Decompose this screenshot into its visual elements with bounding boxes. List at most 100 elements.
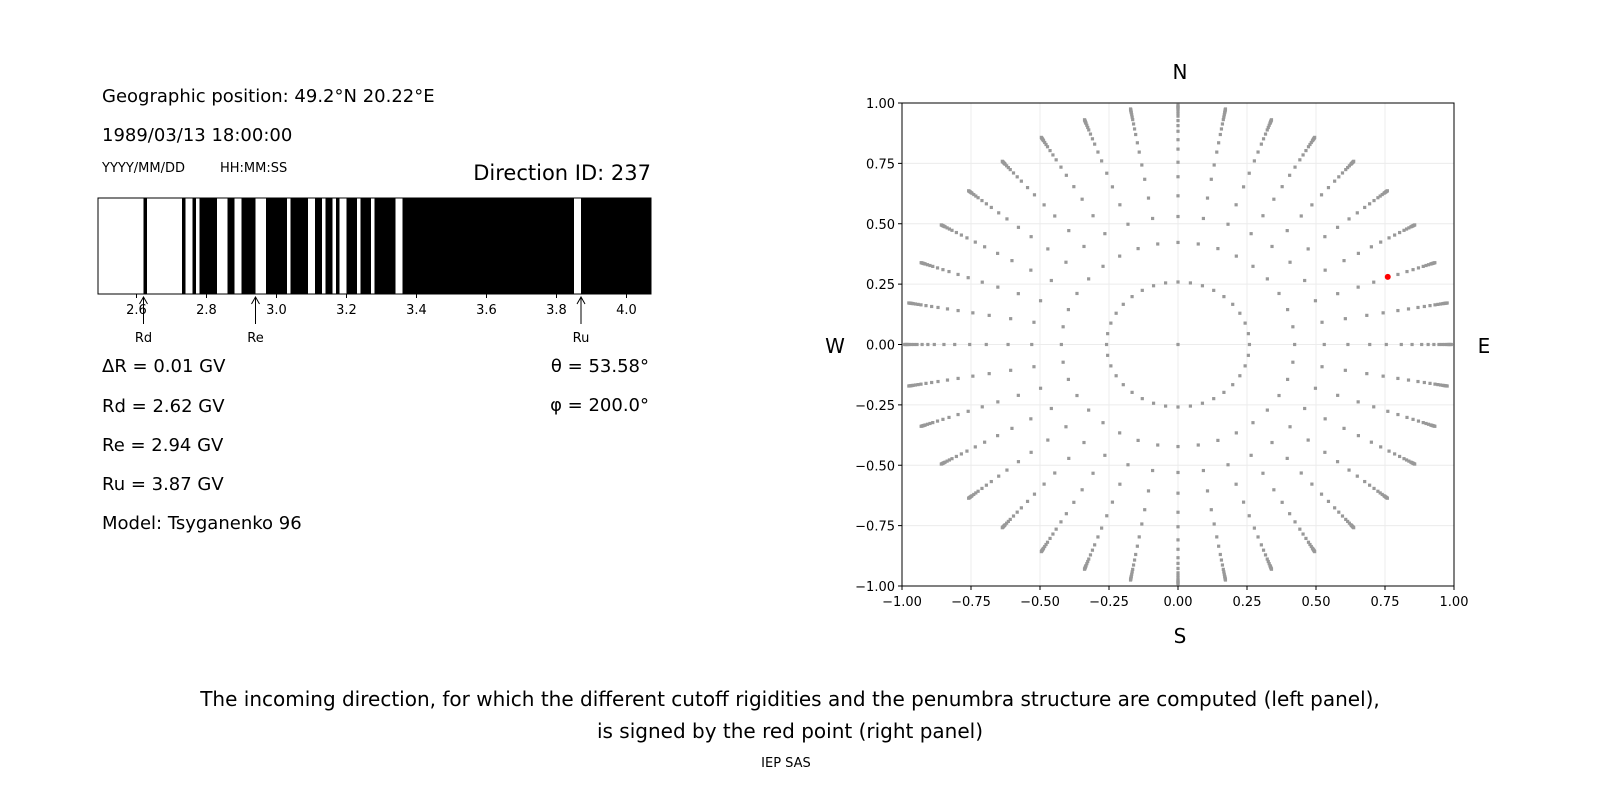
grid-point (1265, 128, 1269, 132)
grid-point (971, 374, 975, 378)
grid-point (1176, 175, 1180, 179)
grid-point (953, 342, 957, 347)
grid-point (1140, 522, 1144, 526)
grid-point (1369, 245, 1373, 249)
grid-point (1261, 137, 1266, 141)
grid-point (1407, 459, 1411, 463)
grid-point (1308, 542, 1312, 547)
grid-point (980, 198, 984, 203)
grid-point (1134, 552, 1138, 557)
grid-point (1134, 132, 1138, 137)
grid-point (935, 419, 940, 423)
grid-point (1051, 153, 1055, 157)
grid-point (1234, 431, 1238, 435)
grid-point (1436, 302, 1440, 306)
grid-point (1346, 342, 1350, 347)
grid-point (1061, 360, 1065, 364)
direction-west: W (825, 334, 845, 358)
grid-point (1422, 380, 1426, 385)
forbidden-stripe (276, 198, 287, 294)
grid-point (1247, 514, 1251, 518)
grid-point (1176, 566, 1180, 571)
grid-point (1298, 527, 1302, 531)
grid-point (1032, 320, 1036, 324)
grid-point (1019, 506, 1023, 510)
grid-point (1336, 292, 1340, 296)
grid-point (1053, 214, 1057, 218)
grid-point (1075, 291, 1079, 296)
grid-point (1309, 140, 1313, 145)
grid-point (1288, 512, 1292, 516)
geo-position: Geographic position: 49.2°N 20.22°E (102, 86, 435, 107)
grid-point (1009, 368, 1013, 372)
grid-point (947, 415, 951, 420)
grid-point (1082, 440, 1086, 445)
grid-point (1088, 553, 1093, 557)
model-name: Model: Tsyganenko 96 (102, 513, 302, 534)
y-tick-label: 0.00 (866, 339, 895, 354)
x-tick-label: 1.00 (1440, 595, 1469, 610)
grid-point (1006, 165, 1010, 170)
grid-point (1046, 438, 1050, 442)
grid-point (1426, 263, 1431, 267)
grid-point (909, 342, 914, 347)
grid-point (1381, 311, 1385, 315)
grid-point (984, 202, 988, 206)
grid-point (1212, 288, 1216, 292)
grid-point (1270, 244, 1274, 249)
grid-point (956, 308, 960, 313)
marker-label-ru: Ru (573, 331, 590, 346)
x-tick-label: 3.0 (266, 303, 287, 318)
grid-point (1118, 203, 1122, 207)
grid-point (1402, 228, 1406, 232)
grid-point (1372, 280, 1376, 284)
grid-point (1265, 408, 1269, 412)
grid-point (1380, 192, 1384, 197)
grid-point (1399, 342, 1403, 347)
grid-point (1135, 141, 1139, 145)
grid-point (1016, 460, 1021, 464)
grid-point (942, 342, 946, 347)
grid-point (1241, 185, 1246, 189)
grid-point (1118, 254, 1122, 258)
grid-point (1200, 401, 1205, 405)
grid-point (947, 458, 952, 462)
grid-point (1406, 307, 1411, 311)
grid-point (1176, 470, 1180, 475)
grid-point (1355, 211, 1359, 215)
penumbra-chart: 2.6 2.8 3.0 3.2 3.4 3.6 3.8 4.0 Rd Re Ru (97, 197, 652, 346)
grid-point (1085, 562, 1089, 566)
grid-point (1387, 449, 1391, 453)
grid-point (939, 223, 943, 227)
grid-point (1299, 471, 1303, 475)
grid-point (1411, 268, 1415, 272)
grid-point (926, 342, 930, 347)
grid-point (1243, 364, 1247, 368)
grid-point (1130, 113, 1134, 117)
grid-point (966, 409, 970, 413)
grid-point (1269, 118, 1274, 122)
grid-point (1347, 468, 1351, 472)
forbidden-stripe (266, 198, 277, 294)
grid-point (1016, 225, 1021, 229)
grid-point (1306, 247, 1310, 251)
grid-point (1176, 129, 1180, 133)
grid-point (1402, 457, 1406, 461)
grid-point (1212, 522, 1216, 526)
grid-point (1445, 384, 1449, 388)
forbidden-stripe (199, 198, 207, 294)
grid-point (1428, 304, 1432, 308)
grid-point (980, 486, 984, 491)
grid-point (972, 192, 976, 197)
grid-point (1226, 222, 1230, 226)
x-tick-label: 0.00 (1164, 595, 1193, 610)
grid-point (956, 272, 960, 277)
grid-point (941, 417, 945, 421)
grid-point (939, 462, 943, 466)
x-tick-label: −0.75 (951, 595, 991, 610)
grid-point (1221, 118, 1225, 122)
grid-point (1234, 254, 1238, 258)
grid-point (1005, 468, 1009, 472)
grid-point (1436, 383, 1440, 387)
grid-point (1249, 232, 1253, 236)
